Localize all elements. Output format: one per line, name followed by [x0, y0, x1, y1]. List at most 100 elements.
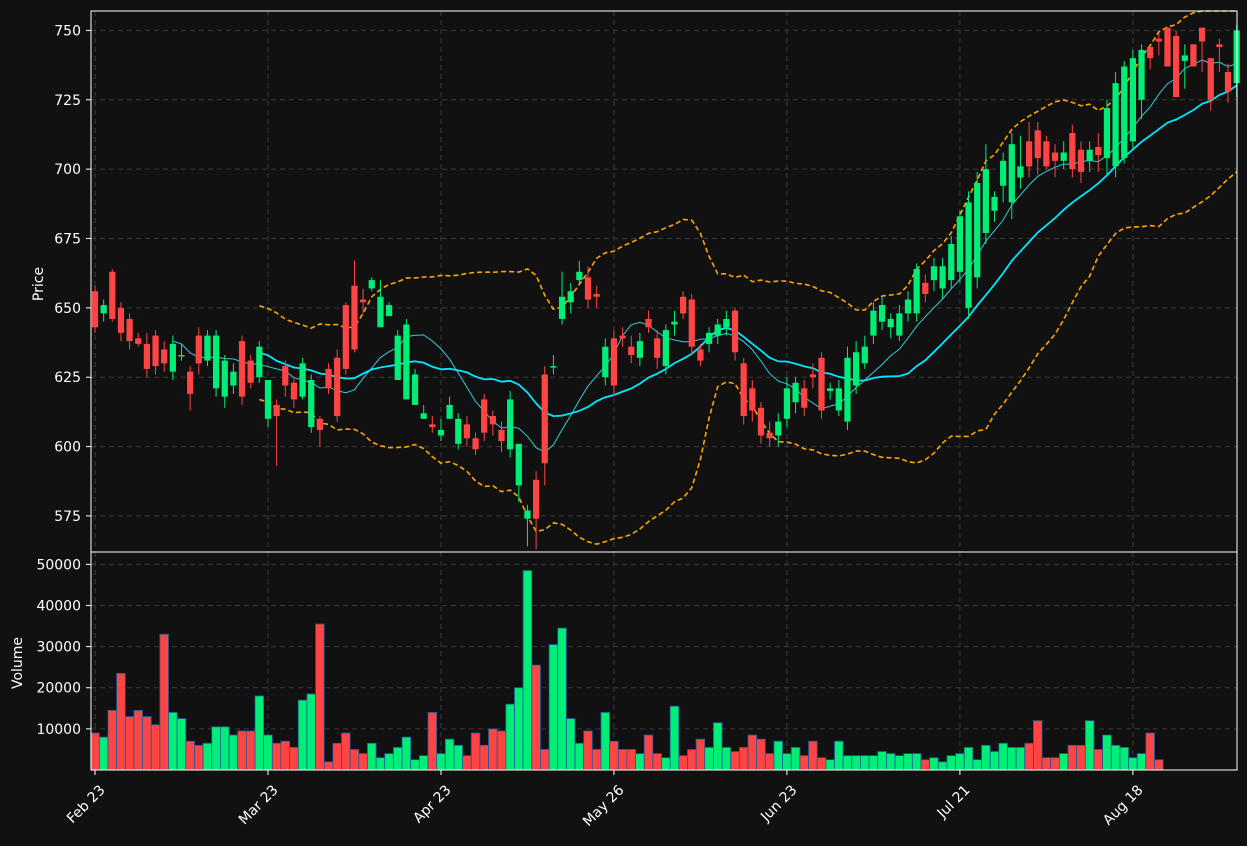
volume-bar: [410, 759, 420, 771]
volume-bar: [669, 705, 680, 771]
volume-bar: [220, 726, 230, 771]
sma-fast-line: [172, 59, 1237, 453]
candle-body: [636, 341, 644, 358]
candle-body: [1043, 141, 1050, 167]
sma-slow-line: [259, 84, 1238, 418]
volume-bar: [98, 736, 109, 771]
candle-body: [1103, 108, 1111, 159]
volume-bar: [1041, 757, 1052, 771]
candle-body: [498, 429, 505, 442]
volume-bar: [505, 703, 515, 771]
candle-body: [1155, 38, 1162, 42]
volume-bar: [808, 740, 818, 771]
candle-body: [135, 338, 142, 344]
volume-axis-ticks: 10000 20000 30000 40000 50000: [36, 557, 91, 738]
candle-body: [532, 479, 540, 519]
volume-bar: [488, 728, 498, 771]
volume-panel-frame: [90, 551, 1238, 771]
candle-body: [282, 366, 289, 386]
candle-body: [377, 296, 384, 328]
volume-bar: [851, 755, 861, 771]
candle-body: [783, 388, 791, 419]
volume-bar: [133, 709, 143, 771]
volume-bar: [816, 757, 827, 771]
volume-bar: [678, 755, 688, 771]
volume-bar: [998, 742, 1008, 771]
candle-body: [1129, 58, 1137, 142]
volume-bar: [228, 734, 239, 771]
bollinger-bands: [259, 10, 1238, 546]
volume-bar: [1024, 742, 1034, 771]
volume-bar: [834, 740, 844, 771]
volume-bar: [600, 712, 611, 771]
volume-bar: [713, 722, 723, 771]
volume-bar: [280, 740, 291, 771]
volume-bar: [617, 749, 628, 771]
price-tick-label: 650: [54, 301, 81, 317]
candle-body: [204, 335, 211, 361]
candle-body: [956, 216, 964, 272]
candle-body: [558, 296, 566, 319]
volume-bar: [306, 693, 316, 771]
volume-axis-label: Volume: [10, 637, 26, 689]
candle-body: [766, 432, 773, 439]
volume-bar: [635, 753, 645, 771]
candle-body: [671, 321, 678, 325]
volume-bar: [90, 732, 100, 771]
volume-bar: [911, 753, 922, 771]
volume-bar: [436, 753, 446, 771]
candle-body: [809, 374, 816, 378]
candle-body: [230, 371, 237, 386]
candle-body: [844, 357, 851, 422]
volume-bar: [609, 740, 619, 771]
candle-body: [567, 291, 574, 303]
candle-body: [195, 335, 202, 364]
candle-body: [853, 352, 860, 386]
candle-body: [1086, 149, 1093, 161]
volume-bar: [1033, 720, 1043, 771]
candle-body: [247, 360, 254, 383]
bollinger-upper-line: [259, 10, 1237, 330]
price-tick-label: 600: [54, 440, 81, 456]
volume-bar: [825, 759, 835, 771]
candle-body: [507, 399, 514, 450]
volume-bar: [522, 570, 533, 771]
volume-bar: [738, 746, 749, 771]
volume-bar: [730, 751, 740, 771]
candle-body: [169, 343, 176, 372]
volume-bar: [418, 755, 429, 771]
volume-bar: [963, 746, 974, 771]
volume-bar: [764, 753, 775, 771]
volume-bar: [375, 757, 386, 771]
candle-body: [939, 266, 946, 289]
volume-bar: [367, 742, 377, 771]
volume-bar: [496, 730, 507, 771]
volume-bar: [1110, 744, 1121, 771]
volume-bar: [116, 672, 126, 771]
volume-bar: [289, 746, 299, 771]
candle-body: [126, 318, 133, 342]
candle-body: [1173, 35, 1180, 98]
volume-bar: [643, 734, 654, 771]
candle-body: [792, 382, 799, 403]
candle-body: [351, 285, 358, 350]
volume-bar: [583, 730, 593, 771]
candle-body: [878, 305, 886, 322]
candle-body: [922, 282, 929, 294]
price-tick-label: 700: [54, 162, 81, 178]
candle-body: [541, 374, 548, 464]
volume-bar: [297, 699, 308, 771]
volume-bar: [652, 753, 662, 771]
candle-body: [1077, 149, 1085, 172]
volume-bar: [860, 755, 870, 771]
candle-body: [974, 183, 981, 278]
volume-bar: [548, 644, 559, 771]
candle-body: [714, 324, 721, 336]
candle-body: [178, 355, 185, 357]
candle-body: [705, 332, 713, 344]
volume-bar: [462, 755, 472, 771]
candle-body: [861, 346, 868, 364]
volume-bar: [531, 664, 541, 771]
volume-bar: [1050, 757, 1060, 771]
